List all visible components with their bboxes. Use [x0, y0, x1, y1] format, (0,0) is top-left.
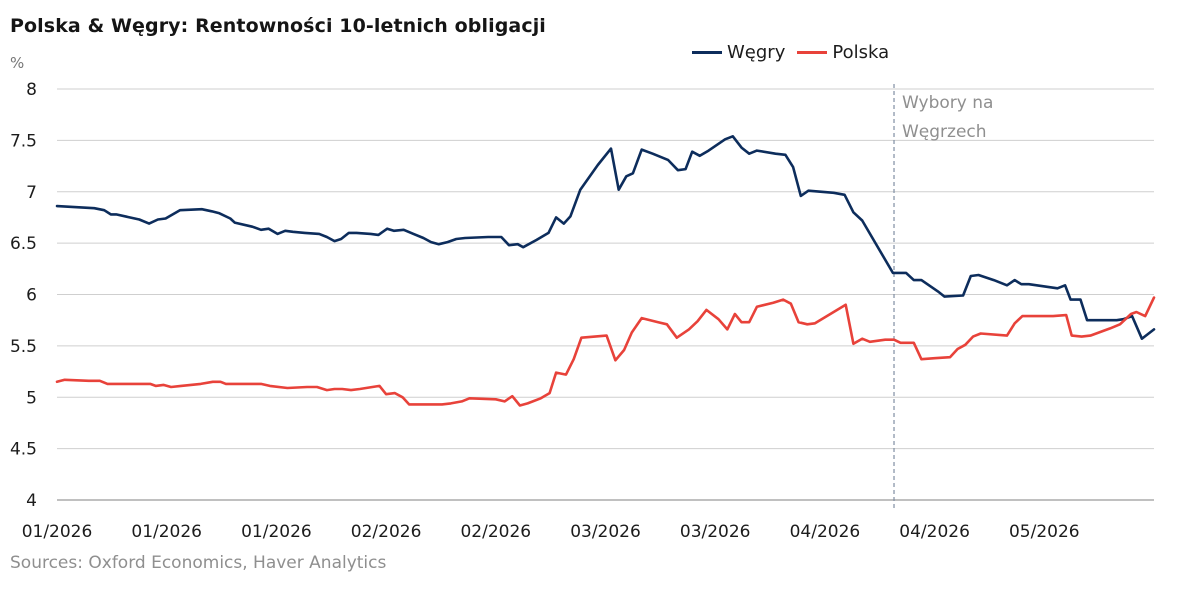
series-line-polska [55, 296, 1156, 407]
y-tick-label: 5 [26, 388, 37, 408]
legend-swatch-polska [797, 51, 828, 54]
y-tick-label: 7.5 [10, 131, 37, 151]
event-label: Wybory na [902, 93, 993, 113]
legend: Węgry Polska [692, 42, 901, 63]
chart-title: Polska & Węgry: Rentowności 10-letnich o… [10, 15, 546, 37]
legend-label-wegry: Węgry [727, 42, 786, 63]
x-tick-label: 04/2026 [790, 522, 861, 542]
y-tick-label: 7 [26, 183, 37, 203]
series-line-wegry [55, 135, 1156, 340]
x-tick-label: 03/2026 [570, 522, 641, 542]
legend-item-polska: Polska [797, 42, 889, 63]
source-note: Sources: Oxford Economics, Haver Analyti… [10, 553, 387, 573]
x-tick-label: 03/2026 [680, 522, 751, 542]
event-label: Węgrzech [902, 122, 987, 142]
y-tick-label: 6 [26, 286, 37, 306]
x-tick-label: 01/2026 [22, 522, 93, 542]
legend-label-polska: Polska [832, 42, 890, 63]
y-tick-label: 5.5 [10, 337, 37, 357]
legend-swatch-wegry [692, 51, 722, 54]
x-tick-label: 04/2026 [899, 522, 970, 542]
legend-item-wegry: Węgry [692, 42, 785, 63]
y-tick-label: 6.5 [10, 234, 37, 254]
x-tick-label: 01/2026 [241, 522, 312, 542]
y-axis-unit: % [10, 54, 25, 72]
y-tick-label: 4.5 [10, 440, 37, 460]
y-tick-label: 4 [26, 491, 37, 511]
x-tick-label: 01/2026 [131, 522, 202, 542]
y-tick-label: 8 [26, 80, 37, 100]
x-tick-label: 02/2026 [351, 522, 422, 542]
x-tick-label: 05/2026 [1009, 522, 1080, 542]
x-tick-label: 02/2026 [460, 522, 531, 542]
